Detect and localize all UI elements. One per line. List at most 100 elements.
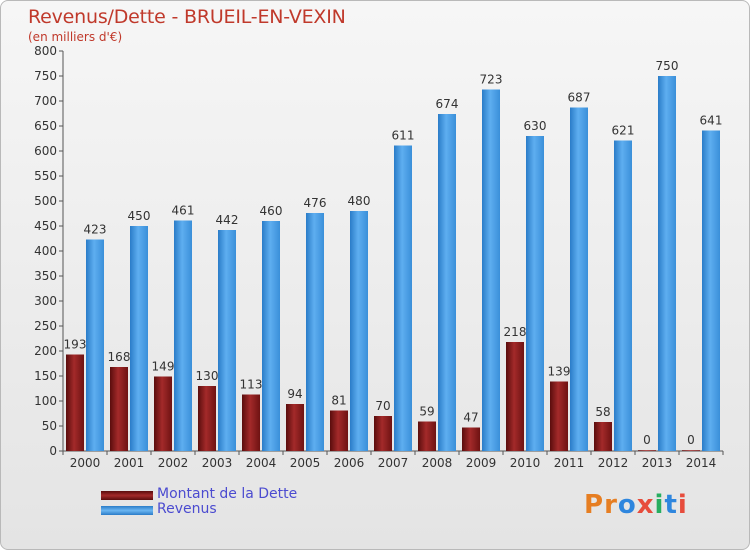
- bar-dette: [594, 422, 612, 451]
- value-label-revenus: 687: [568, 91, 591, 105]
- value-label-dette: 0: [643, 433, 651, 447]
- value-label-dette: 113: [240, 378, 263, 392]
- bar-revenus: [394, 145, 412, 451]
- y-tick-label: 550: [34, 169, 57, 183]
- x-tick-label: 2010: [510, 456, 541, 470]
- y-tick-label: 450: [34, 219, 57, 233]
- bar-dette: [154, 376, 172, 451]
- bar-dette: [550, 381, 568, 451]
- chart-title: Revenus/Dette - BRUEIL-EN-VEXIN: [28, 6, 346, 28]
- y-tick-label: 250: [34, 319, 57, 333]
- value-label-dette: 70: [375, 399, 390, 413]
- y-tick-label: 400: [34, 244, 57, 258]
- value-label-revenus: 442: [216, 213, 239, 227]
- x-tick-label: 2006: [334, 456, 365, 470]
- value-label-dette: 0: [687, 433, 695, 447]
- value-label-revenus: 723: [480, 73, 503, 87]
- bar-revenus: [702, 130, 720, 451]
- logo-letter: P: [584, 490, 605, 520]
- y-tick-label: 350: [34, 269, 57, 283]
- value-label-dette: 168: [108, 350, 131, 364]
- legend-swatch-revenus: [101, 506, 153, 515]
- value-label-revenus: 480: [348, 194, 371, 208]
- value-label-revenus: 630: [524, 119, 547, 133]
- y-tick-label: 100: [34, 394, 57, 408]
- value-label-revenus: 423: [84, 223, 107, 237]
- logo-letter: i: [654, 490, 665, 520]
- bar-revenus: [86, 239, 104, 451]
- bar-dette: [110, 367, 128, 451]
- bar-dette: [418, 421, 436, 451]
- bar-dette: [66, 354, 84, 451]
- x-tick-label: 2014: [686, 456, 717, 470]
- bar-revenus: [438, 114, 456, 451]
- chart-subtitle: (en milliers d'€): [28, 30, 123, 44]
- bar-revenus: [306, 213, 324, 451]
- bar-revenus: [658, 76, 676, 451]
- bar-revenus: [218, 230, 236, 451]
- logo-letter: o: [617, 490, 637, 520]
- bar-dette: [330, 410, 348, 451]
- y-tick-label: 200: [34, 344, 57, 358]
- value-label-dette: 130: [196, 369, 219, 383]
- legend-swatch-dette: [101, 491, 153, 500]
- legend-label-revenus: Revenus: [157, 501, 217, 517]
- x-axis: 2000 2001 2002 2003 2004 2005 2006 2007 2008 2009…: [62, 450, 724, 470]
- value-label-dette: 47: [463, 411, 478, 425]
- y-tick-label: 500: [34, 194, 57, 208]
- x-tick-label: 2001: [114, 456, 145, 470]
- value-label-dette: 193: [64, 338, 87, 352]
- value-label-dette: 59: [419, 405, 434, 419]
- value-label-dette: 81: [331, 394, 346, 408]
- value-label-revenus: 674: [436, 97, 459, 111]
- y-tick-label: 650: [34, 119, 57, 133]
- bar-dette: [198, 386, 216, 451]
- bar-dette: [286, 404, 304, 451]
- value-label-revenus: 461: [172, 204, 195, 218]
- x-tick-label: 2000: [70, 456, 101, 470]
- bar-dette: [506, 342, 524, 451]
- value-label-dette: 58: [595, 405, 610, 419]
- x-tick-label: 2008: [422, 456, 453, 470]
- bar-dette: [462, 427, 480, 451]
- bar-revenus: [614, 140, 632, 451]
- value-label-revenus: 641: [700, 114, 723, 128]
- value-label-revenus: 750: [656, 59, 679, 73]
- y-tick-label: 300: [34, 294, 57, 308]
- bar-dette: [374, 416, 392, 451]
- logo-letter: t: [664, 490, 678, 520]
- y-tick-label: 600: [34, 144, 57, 158]
- y-tick-label: 700: [34, 94, 57, 108]
- y-tick-label: 50: [42, 419, 57, 433]
- value-label-revenus: 611: [392, 129, 415, 143]
- x-tick-label: 2007: [378, 456, 409, 470]
- y-tick-label: 750: [34, 69, 57, 83]
- x-tick-label: 2005: [290, 456, 321, 470]
- bar-revenus: [174, 220, 192, 451]
- value-label-dette: 139: [548, 365, 571, 379]
- bar-dette: [682, 450, 700, 451]
- proxiti-logo: Proxiti: [584, 490, 688, 520]
- value-label-revenus: 460: [260, 204, 283, 218]
- y-tick-label: 150: [34, 369, 57, 383]
- value-label-revenus: 621: [612, 124, 635, 138]
- x-tick-label: 2011: [554, 456, 585, 470]
- bar-dette: [638, 450, 656, 451]
- value-labels: 193 168 149 130 113 94 81 70 59 47 218 139 58 0 0 423 45…: [64, 59, 723, 447]
- y-axis: 0 50 100 150 200 250 300 350 400 450 500 550 600 650 7…: [34, 44, 64, 458]
- y-tick-label: 800: [34, 44, 57, 58]
- x-tick-label: 2013: [642, 456, 673, 470]
- bar-revenus: [526, 136, 544, 451]
- bars: [66, 76, 720, 451]
- value-label-revenus: 450: [128, 209, 151, 223]
- x-tick-label: 2009: [466, 456, 497, 470]
- x-tick-label: 2004: [246, 456, 277, 470]
- bar-revenus: [350, 211, 368, 451]
- x-tick-label: 2003: [202, 456, 233, 470]
- value-label-dette: 149: [152, 360, 175, 374]
- bar-revenus: [130, 226, 148, 451]
- bar-dette: [242, 394, 260, 451]
- bar-revenus: [570, 107, 588, 451]
